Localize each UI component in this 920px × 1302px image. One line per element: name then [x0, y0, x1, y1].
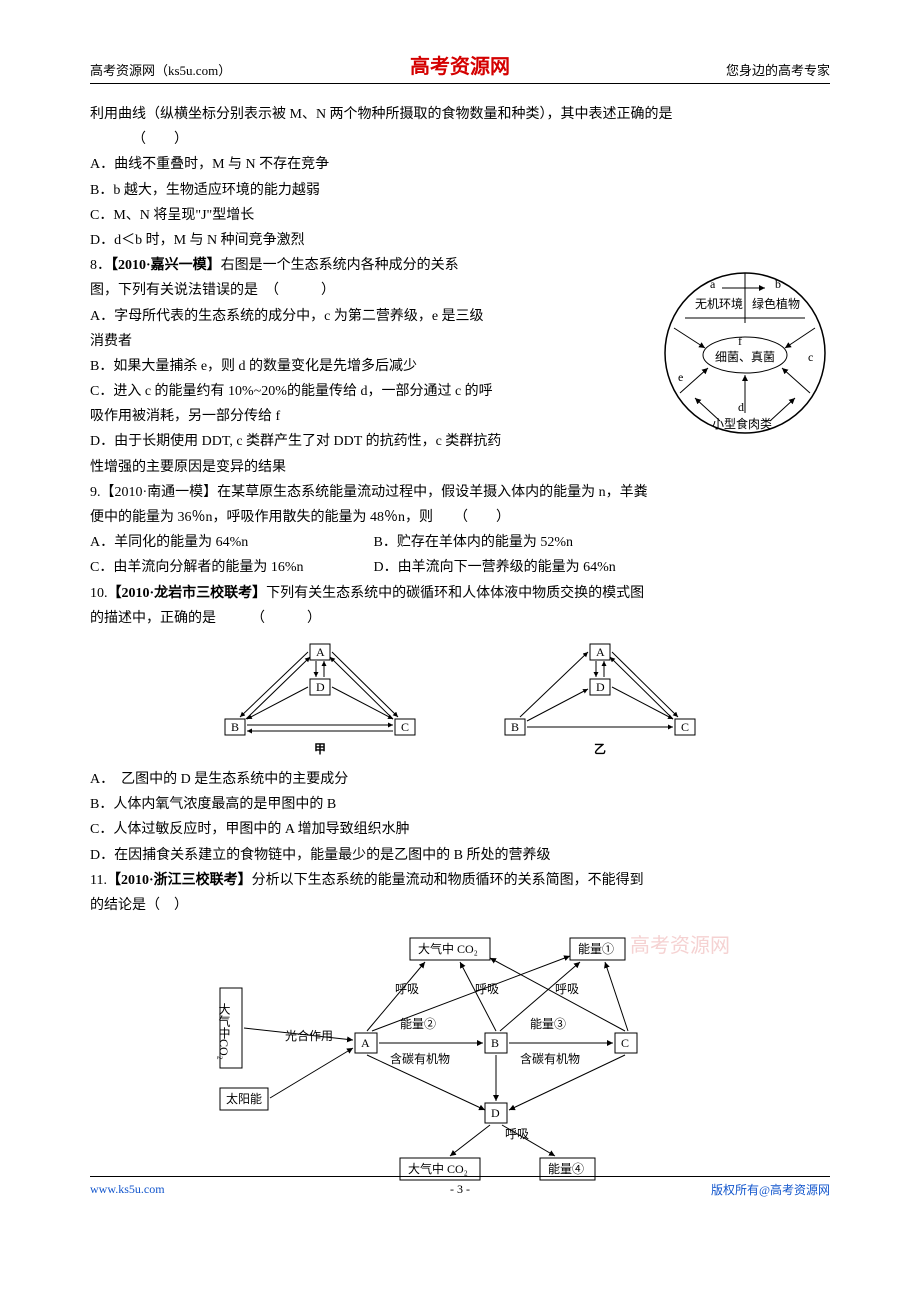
q9-line1-text: 9.【2010·南通一模】在某草原生态系统能量流动过程中，假设羊摄入体内的能量为… [90, 485, 648, 500]
q7-opt-c: C．M、N 将呈现"J"型增长 [90, 203, 830, 228]
page-header: 高考资源网（ks5u.com） 高考资源网 您身边的高考专家 [90, 60, 830, 84]
q8-opt-d2: 性增强的主要原因是变异的结果 [90, 455, 600, 480]
q11-line1: 11.【2010·浙江三校联考】分析以下生态系统的能量流动和物质循环的关系简图，… [90, 868, 830, 893]
header-left: 高考资源网（ks5u.com） [90, 60, 231, 79]
q8-opt-d1: D．由于长期使用 DDT, c 类群产生了对 DDT 的抗药性，c 类群抗药 [90, 429, 600, 454]
q11-C: C [621, 1036, 629, 1050]
q11-co2-top: 大气中 CO₂ [418, 941, 478, 956]
q8-num: 8． [90, 258, 111, 273]
q8-node-plant: 绿色植物 [752, 296, 800, 311]
q10-jia-label: 甲 [314, 742, 326, 756]
q11-energy1: 能量① [578, 942, 614, 956]
q10-jia-D: D [316, 680, 325, 694]
q11-line2: 的结论是（ ） [90, 893, 830, 918]
q8-opt-c1: C．进入 c 的能量约有 10%~20%的能量传给 d，一部分通过 c 的呼 [90, 379, 600, 404]
q9-opt-a: A．羊同化的能量为 64%n [90, 530, 370, 555]
q10-fig-yi: A D B C 乙 [490, 639, 710, 759]
q11-figure-wrap: 高考资源网 大气中 CO₂ 能量① 大气中CO₂ 太阳能 A B C 能量② 能… [90, 928, 830, 1198]
q9-opts-row1: A．羊同化的能量为 64%n B．贮存在羊体内的能量为 52%n [90, 530, 830, 555]
q10-opt-a: A． 乙图中的 D 是生态系统中的主要成分 [90, 767, 830, 792]
q10-num: 10. [90, 586, 108, 601]
q8-opt-b: B．如果大量捕杀 e，则 d 的数量变化是先增多后减少 [90, 354, 600, 379]
footer-copyright: 版权所有@高考资源网 [711, 1181, 830, 1198]
q11-stem1: 分析以下生态系统的能量流动和物质循环的关系简图，不能得到 [252, 873, 644, 888]
q11-B: B [491, 1036, 499, 1050]
footer-url: www.ks5u.com [90, 1182, 165, 1197]
q8-label-b: b [775, 277, 781, 291]
document-body: 利用曲线（纵横坐标分别表示被 M、N 两个物种所摄取的食物数量和种类），其中表述… [90, 102, 830, 1198]
q8-line1: 8．【2010·嘉兴一模】右图是一个生态系统内各种成分的关系 [90, 253, 600, 278]
q11-org2: 含碳有机物 [520, 1051, 580, 1066]
q8-opt-a2: 消费者 [90, 329, 600, 354]
q7-opt-b: B．b 越大，生物适应环境的能力越弱 [90, 178, 830, 203]
q9-line1: 9.【2010·南通一模】在某草原生态系统能量流动过程中，假设羊摄入体内的能量为… [90, 480, 830, 505]
q9-opt-b: B．贮存在羊体内的能量为 52%n [374, 535, 574, 550]
q11-co2-left: 大气中CO₂ [217, 1003, 231, 1060]
q11-A: A [361, 1036, 370, 1050]
q10-fig-jia: A D B C 甲 [210, 639, 430, 759]
q8-label-c: c [808, 350, 813, 364]
q10-yi-label: 乙 [594, 742, 606, 756]
q10-opt-d: D．在因捕食关系建立的食物链中，能量最少的是乙图中的 B 所处的营养级 [90, 843, 830, 868]
q11-e4: 能量④ [548, 1162, 584, 1176]
q10-yi-C: C [681, 720, 689, 734]
q11-org1: 含碳有机物 [390, 1051, 450, 1066]
watermark: 高考资源网 [630, 928, 730, 964]
q11-e2: 能量② [400, 1017, 436, 1031]
q7-paren: （ ） [90, 127, 830, 152]
q9-opt-c: C．由羊流向分解者的能量为 16%n [90, 555, 370, 580]
q11-co2-bot: 大气中 CO₂ [408, 1161, 468, 1176]
q10-opt-b: B．人体内氧气浓度最高的是甲图中的 B [90, 792, 830, 817]
q8-label-e: e [678, 370, 683, 384]
q11-sun: 太阳能 [226, 1091, 262, 1106]
page-footer: www.ks5u.com - 3 - 版权所有@高考资源网 [90, 1176, 830, 1198]
q8-stem1: 右图是一个生态系统内各种成分的关系 [221, 258, 459, 273]
q8-block: 8．【2010·嘉兴一模】右图是一个生态系统内各种成分的关系 图，下列有关说法错… [90, 253, 830, 480]
q10-yi-B: B [511, 720, 519, 734]
q11-figure: 大气中 CO₂ 能量① 大气中CO₂ 太阳能 A B C 能量② 能量③ 含碳有… [200, 928, 720, 1198]
q10-jia-C: C [401, 720, 409, 734]
q10-yi-A: A [596, 645, 605, 659]
footer-page-number: - 3 - [450, 1182, 470, 1197]
q8-node-env: 无机环境 [695, 296, 743, 311]
q8-node-bact: 细菌、真菌 [715, 350, 775, 364]
q11-e3: 能量③ [530, 1017, 566, 1031]
q10-yi-D: D [596, 680, 605, 694]
q10-source: 【2010·龙岩市三校联考】 [108, 586, 267, 601]
q7-opt-a: A．曲线不重叠时，M 与 N 不存在竞争 [90, 152, 830, 177]
q11-source: 【2010·浙江三校联考】 [107, 873, 252, 888]
q8-figure: a b 无机环境 绿色植物 f 细菌、真菌 e c d 小型食肉类 [650, 253, 840, 462]
q9-line2: 便中的能量为 36％n，呼吸作用散失的能量为 48％n，则 （ ） [90, 505, 830, 530]
q10-line1: 10.【2010·龙岩市三校联考】下列有关生态系统中的碳循环和人体体液中物质交换… [90, 581, 830, 606]
q11-resp3: 呼吸 [555, 982, 579, 996]
q8-stem2: 图，下列有关说法错误的是 （ ） [90, 278, 600, 303]
q8-opt-a1: A．字母所代表的生态系统的成分中，c 为第二营养级，e 是三级 [90, 304, 600, 329]
q10-jia-B: B [231, 720, 239, 734]
q8-node-carn: 小型食肉类 [712, 416, 772, 431]
q10-stem1: 下列有关生态系统中的碳循环和人体体液中物质交换的模式图 [266, 586, 644, 601]
q10-jia-A: A [316, 645, 325, 659]
q8-label-a: a [710, 277, 716, 291]
q10-line2: 的描述中，正确的是 （ ） [90, 606, 830, 631]
header-center-brand: 高考资源网 [410, 50, 510, 79]
q7-stem: 利用曲线（纵横坐标分别表示被 M、N 两个物种所摄取的食物数量和种类），其中表述… [90, 102, 830, 127]
q11-D: D [491, 1106, 500, 1120]
q9-opts-row2: C．由羊流向分解者的能量为 16%n D．由羊流向下一营养级的能量为 64%n [90, 555, 830, 580]
q7-opt-d: D．d＜b 时，M 与 N 种间竞争激烈 [90, 228, 830, 253]
q8-source: 【2010·嘉兴一模】 [111, 258, 221, 273]
q11-num: 11. [90, 873, 107, 888]
q10-opt-c: C．人体过敏反应时，甲图中的 A 增加导致组织水肿 [90, 817, 830, 842]
q8-label-d: d [738, 400, 744, 414]
q8-label-f: f [738, 334, 742, 348]
q8-opt-c2: 吸作用被消耗，另一部分传给 f [90, 404, 600, 429]
q10-figures: A D B C 甲 A D B C [90, 639, 830, 759]
header-right: 您身边的高考专家 [726, 60, 830, 79]
q9-opt-d: D．由羊流向下一营养级的能量为 64%n [374, 560, 616, 575]
